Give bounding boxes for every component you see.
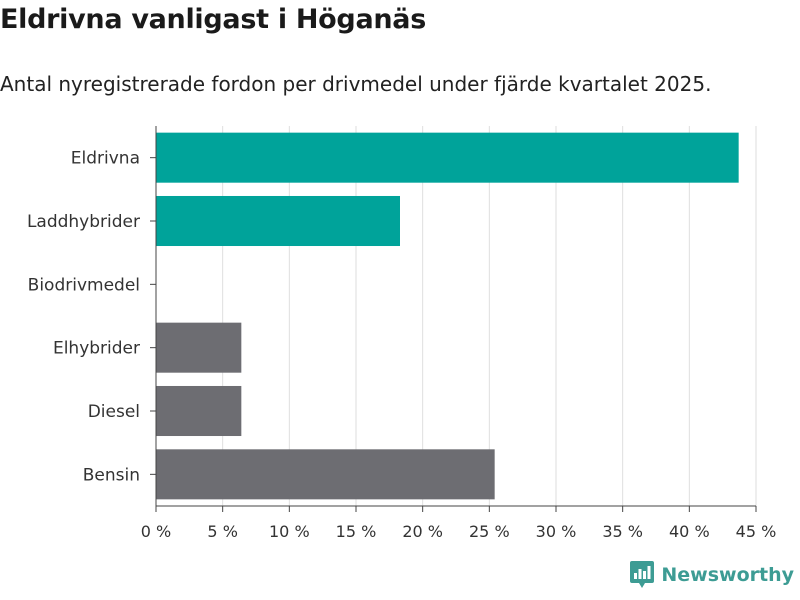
category-label: Elhybrider [53,339,140,359]
newsworthy-logo-icon [630,561,655,588]
bar-diesel [156,385,242,437]
bar-eldrivna [156,132,739,183]
x-axis-ticks: 0 % 5 % 10 % 15 % 20 % 25 % 30 % 35 % 40 % 45 % [141,506,777,541]
bar-elhybrider [156,322,242,373]
category-label: Eldrivna [71,149,140,169]
chart-title: Eldrivna vanligast i Höganäs [0,4,426,35]
grid-lines [222,126,757,506]
x-tick-label: 0 % [141,522,171,541]
x-tick-label: 20 % [402,522,443,541]
chart-subtitle: Antal nyregistrerade fordon per drivmede… [0,72,712,96]
x-tick-label: 5 % [207,522,237,541]
category-label: Laddhybrider [27,212,140,232]
x-tick-label: 10 % [269,522,310,541]
brand-name: Newsworthy [661,564,794,586]
bar-bensin [156,449,495,500]
category-label: Diesel [88,402,140,422]
bars [156,132,739,500]
x-tick-label: 25 % [469,522,510,541]
y-axis-categories: Eldrivna Laddhybrider Biodrivmedel Elhybrid… [27,149,156,485]
category-label: Biodrivmedel [28,275,140,295]
x-tick-label: 30 % [536,522,577,541]
brand-logo: Newsworthy [629,560,794,590]
bar-laddhybrider [156,195,400,247]
category-label: Bensin [83,465,140,485]
x-tick-label: 15 % [336,522,377,541]
x-tick-label: 35 % [602,522,643,541]
x-tick-label: 40 % [669,522,710,541]
x-tick-label: 45 % [736,522,777,541]
